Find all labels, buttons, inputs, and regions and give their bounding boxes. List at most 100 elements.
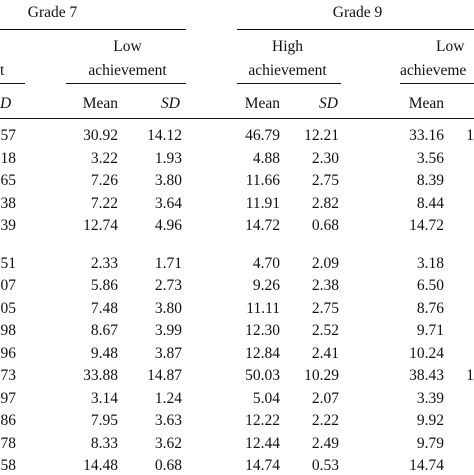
g9-high-sd-cell: 2.75: [311, 300, 339, 317]
g7-high-sd-cell: 58: [0, 457, 17, 474]
g9-high-achievement-header-line2: achievement: [248, 62, 327, 79]
g7-high-sd-cell: 96: [0, 345, 17, 362]
g9-high-mean-cell: 14.72: [245, 217, 280, 234]
g7-high-rule: [0, 83, 25, 84]
g9-low-rule: [400, 83, 474, 84]
g9-low-mean-cell: 38.43: [409, 367, 444, 384]
grade-7-header: Grade 7: [27, 4, 78, 21]
g7-high-sd-header-partial: D: [0, 95, 12, 112]
g9-high-sd-cell: 2.07: [311, 390, 339, 407]
g9-low-sd-cell: 1: [466, 127, 474, 144]
g7-high-sd-cell: 86: [0, 412, 17, 429]
g9-high-sd-cell: 2.82: [311, 195, 339, 212]
g7-low-mean-cell: 8.33: [90, 435, 118, 452]
g9-high-sd-cell: 2.30: [311, 150, 339, 167]
g7-low-mean-cell: 7.95: [90, 412, 118, 429]
g9-high-mean-cell: 11.66: [245, 172, 280, 189]
g9-high-mean-cell: 12.22: [245, 412, 280, 429]
g9-high-sd-cell: 2.22: [311, 412, 339, 429]
g7-low-achievement-header-line1: Low: [113, 38, 142, 55]
grade-7-rule: [0, 29, 186, 30]
g9-low-mean-cell: 9.92: [416, 412, 444, 429]
g9-low-mean-cell: 10.24: [409, 345, 444, 362]
g7-low-sd-cell: 3.63: [154, 412, 182, 429]
g7-high-sd-cell: 07: [0, 277, 17, 294]
g9-low-mean-header: Mean: [408, 95, 444, 112]
g7-low-sd-cell: 3.87: [154, 345, 182, 362]
g7-low-mean-cell: 7.26: [90, 172, 118, 189]
g7-high-sd-cell: 39: [0, 217, 17, 234]
g7-low-mean-cell: 3.22: [90, 150, 118, 167]
g9-high-sd-cell: 12.21: [304, 127, 339, 144]
g9-high-mean-cell: 5.04: [252, 390, 280, 407]
g7-low-rule: [66, 83, 186, 84]
g9-high-sd-cell: 2.09: [311, 255, 339, 272]
g7-high-sd-cell: 57: [0, 127, 17, 144]
g9-high-sd-cell: 2.75: [311, 172, 339, 189]
g9-high-sd-cell: 0.68: [311, 217, 339, 234]
g9-low-mean-cell: 14.72: [409, 217, 444, 234]
g7-low-achievement-header-line2: achievement: [88, 62, 167, 79]
g9-low-mean-cell: 8.39: [416, 172, 444, 189]
g7-low-sd-cell: 2.73: [154, 277, 182, 294]
g7-high-sd-cell: 65: [0, 172, 17, 189]
g9-low-mean-cell: 33.16: [409, 127, 444, 144]
g7-high-sd-cell: 98: [0, 322, 17, 339]
g9-high-sd-cell: 2.49: [311, 435, 339, 452]
g7-low-sd-cell: 0.68: [154, 457, 182, 474]
g7-high-sd-cell: 51: [0, 255, 17, 272]
g7-low-mean-cell: 12.74: [83, 217, 118, 234]
g7-low-sd-cell: 3.99: [154, 322, 182, 339]
g7-low-sd-cell: 3.80: [154, 300, 182, 317]
g9-low-mean-cell: 3.56: [416, 150, 444, 167]
g9-high-mean-cell: 11.91: [245, 195, 280, 212]
g9-high-sd-cell: 0.53: [311, 457, 339, 474]
g9-high-mean-cell: 12.44: [245, 435, 280, 452]
g7-low-sd-cell: 1.93: [154, 150, 182, 167]
g9-low-mean-cell: 6.50: [416, 277, 444, 294]
g9-low-mean-cell: 9.79: [416, 435, 444, 452]
g7-low-sd-cell: 14.87: [147, 367, 182, 384]
g7-low-mean-cell: 3.14: [90, 390, 118, 407]
g9-high-sd-cell: 2.52: [311, 322, 339, 339]
g9-high-mean-cell: 46.79: [245, 127, 280, 144]
g7-high-achievement-header-partial: t: [0, 62, 5, 79]
g7-high-sd-cell: 05: [0, 300, 17, 317]
g7-low-mean-cell: 8.67: [90, 322, 118, 339]
g9-high-mean-cell: 4.88: [252, 150, 280, 167]
g9-low-mean-cell: 3.18: [416, 255, 444, 272]
g9-high-sd-cell: 2.41: [311, 345, 339, 362]
g9-high-achievement-header-line1: High: [272, 38, 303, 55]
g9-high-mean-cell: 14.74: [245, 457, 280, 474]
g9-high-sd-cell: 2.38: [311, 277, 339, 294]
g7-low-sd-cell: 1.24: [154, 390, 182, 407]
stat-header-rule: [0, 118, 474, 119]
g9-low-achievement-header-line1: Low: [436, 38, 465, 55]
g9-high-mean-cell: 50.03: [245, 367, 280, 384]
g7-high-sd-cell: 38: [0, 195, 17, 212]
g7-low-sd-cell: 1.71: [154, 255, 182, 272]
g7-low-sd-header: SD: [161, 95, 180, 112]
g9-high-mean-header: Mean: [244, 95, 280, 112]
g9-high-sd-header: SD: [319, 95, 338, 112]
g9-high-mean-cell: 9.26: [252, 277, 280, 294]
g7-low-mean-cell: 9.48: [90, 345, 118, 362]
grade-9-rule: [237, 29, 474, 30]
g7-high-sd-cell: 73: [0, 367, 17, 384]
g9-high-rule: [237, 83, 341, 84]
g9-low-mean-cell: 14.74: [409, 457, 444, 474]
g7-high-sd-cell: 78: [0, 435, 17, 452]
g7-high-sd-cell: 18: [0, 150, 17, 167]
g9-low-mean-cell: 8.76: [416, 300, 444, 317]
g7-low-mean-header: Mean: [82, 95, 118, 112]
g9-low-sd-cell: 1: [466, 367, 474, 384]
g7-low-sd-cell: 3.62: [154, 435, 182, 452]
g7-high-sd-cell: 97: [0, 390, 17, 407]
g7-low-sd-cell: 4.96: [154, 217, 182, 234]
g9-high-mean-cell: 11.11: [246, 300, 280, 317]
g7-low-mean-cell: 7.22: [90, 195, 118, 212]
grade-9-header: Grade 9: [332, 4, 383, 21]
g9-low-achievement-header-line2: achieveme: [400, 62, 467, 79]
g9-high-sd-cell: 10.29: [304, 367, 339, 384]
g7-low-sd-cell: 3.80: [154, 172, 182, 189]
